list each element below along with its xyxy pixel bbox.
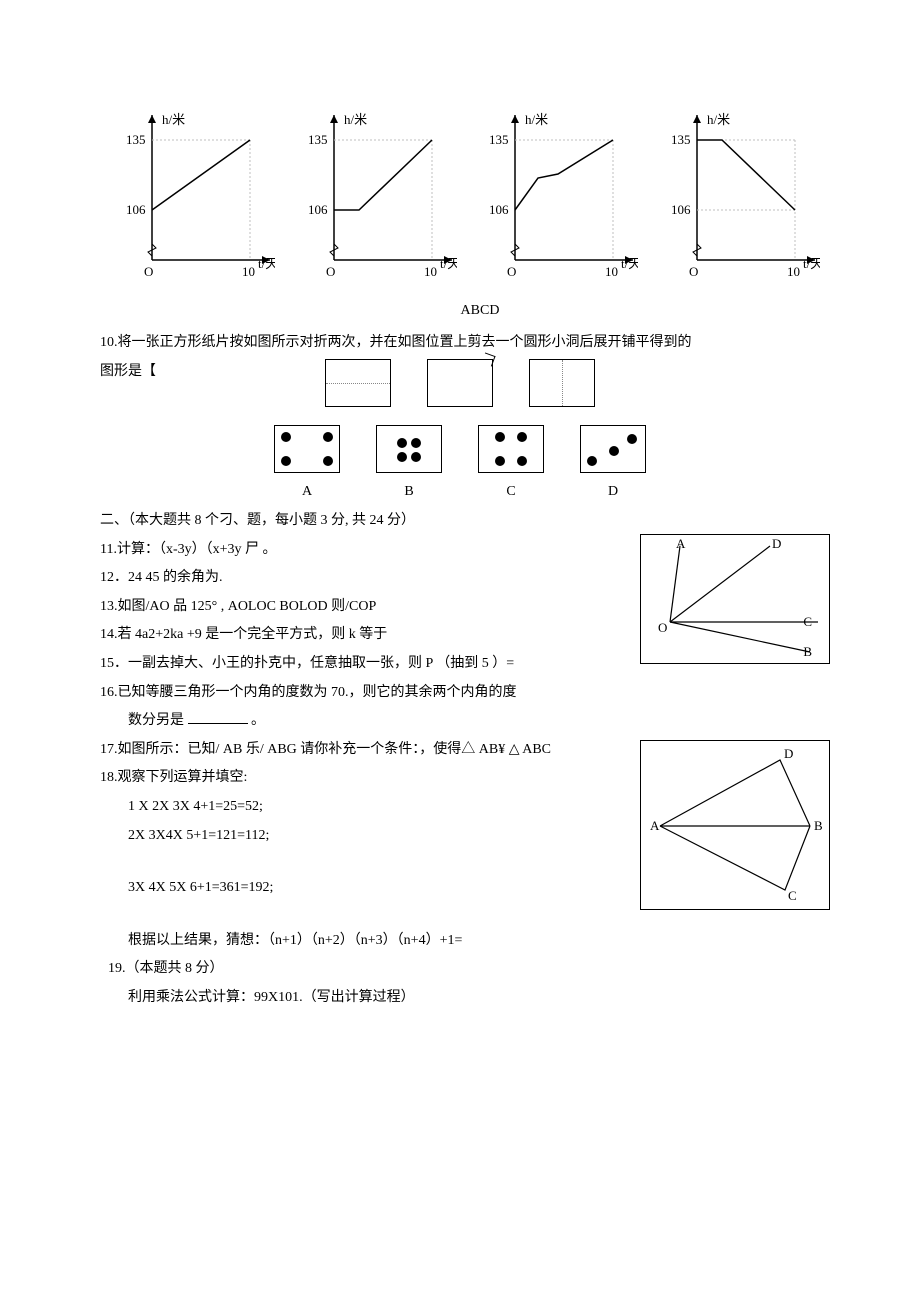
chart-D: 135 106 h/米 O 10 t/天 [645, 110, 820, 296]
dots-row [274, 425, 646, 473]
svg-text:106: 106 [489, 202, 509, 217]
svg-text:D: D [784, 746, 793, 761]
svg-text:O: O [658, 620, 667, 635]
origin-A: O [144, 264, 153, 279]
y-high-A: 135 [126, 132, 146, 147]
figure-q17: A B D C [640, 740, 830, 910]
svg-text:B: B [814, 818, 823, 833]
section2-title: 二、（本大题共 8 个刁、题，每小题 3 分, 共 24 分） [100, 508, 820, 535]
dots-D [580, 425, 646, 473]
q16a: 16.已知等腰三角形一个内角的度数为 70.，则它的其余两个内角的度 [100, 680, 820, 707]
svg-text:C: C [788, 888, 797, 903]
svg-text:t/天: t/天 [803, 256, 820, 271]
opt-A: A [274, 479, 340, 506]
svg-text:h/米: h/米 [525, 112, 548, 127]
dots-C [478, 425, 544, 473]
y-low-A: 106 [126, 202, 146, 217]
figure-q13: A D C B O [640, 534, 830, 664]
svg-text:10: 10 [605, 264, 618, 279]
dots-A [274, 425, 340, 473]
svg-text:135: 135 [308, 132, 328, 147]
svg-text:O: O [326, 264, 335, 279]
svg-text:B: B [803, 644, 812, 659]
dots-B [376, 425, 442, 473]
xlabel-A: t/天 [258, 256, 275, 271]
opt-D: D [580, 479, 646, 506]
svg-text:10: 10 [424, 264, 437, 279]
ylabel-A: h/米 [162, 112, 185, 127]
svg-text:D: D [772, 536, 781, 551]
q16c: 。 [251, 713, 265, 728]
opt-labels: A B C D [274, 479, 646, 506]
chart-B: 135 106 h/米 O 10 t/天 [282, 110, 457, 296]
svg-text:t/天: t/天 [440, 256, 457, 271]
svg-text:135: 135 [489, 132, 509, 147]
q16b-line: 数分另是 。 [100, 708, 820, 735]
q18d: 根据以上结果，猜想：（n+1）（n+2）（n+3）（n+4）+1= [100, 928, 820, 955]
svg-text:t/天: t/天 [621, 256, 638, 271]
svg-text:C: C [803, 614, 812, 629]
q10-text2: 图形是【 [100, 359, 156, 386]
fold-box-3 [529, 359, 595, 407]
svg-text:h/米: h/米 [707, 112, 730, 127]
q19b: 利用乘法公式计算：99X101.（写出计算过程） [100, 985, 820, 1012]
charts-options-label: ABCD [100, 298, 820, 325]
svg-text:135: 135 [671, 132, 691, 147]
svg-text:h/米: h/米 [344, 112, 367, 127]
svg-text:A: A [676, 536, 686, 551]
xmax-A: 10 [242, 264, 255, 279]
svg-text:10: 10 [787, 264, 800, 279]
q16b: 数分另是 [128, 713, 184, 728]
fold-box-2 [427, 359, 493, 407]
q16-blank [188, 709, 248, 724]
opt-B: B [376, 479, 442, 506]
charts-row: 135 106 h/米 O 10 t/天 [100, 110, 820, 296]
svg-text:106: 106 [671, 202, 691, 217]
chart-A: 135 106 h/米 O 10 t/天 [100, 110, 275, 296]
opt-C: C [478, 479, 544, 506]
svg-text:106: 106 [308, 202, 328, 217]
fold-box-1 [325, 359, 391, 407]
svg-text:O: O [689, 264, 698, 279]
svg-text:A: A [650, 818, 660, 833]
fold-row [325, 359, 595, 407]
svg-text:O: O [507, 264, 516, 279]
chart-C: 135 106 h/米 O 10 t/天 [463, 110, 638, 296]
q10-text: 10.将一张正方形纸片按如图所示对折两次，并在如图位置上剪去一个圆形小洞后展开铺… [100, 330, 820, 357]
q19a: 19.（本题共 8 分） [108, 956, 820, 983]
